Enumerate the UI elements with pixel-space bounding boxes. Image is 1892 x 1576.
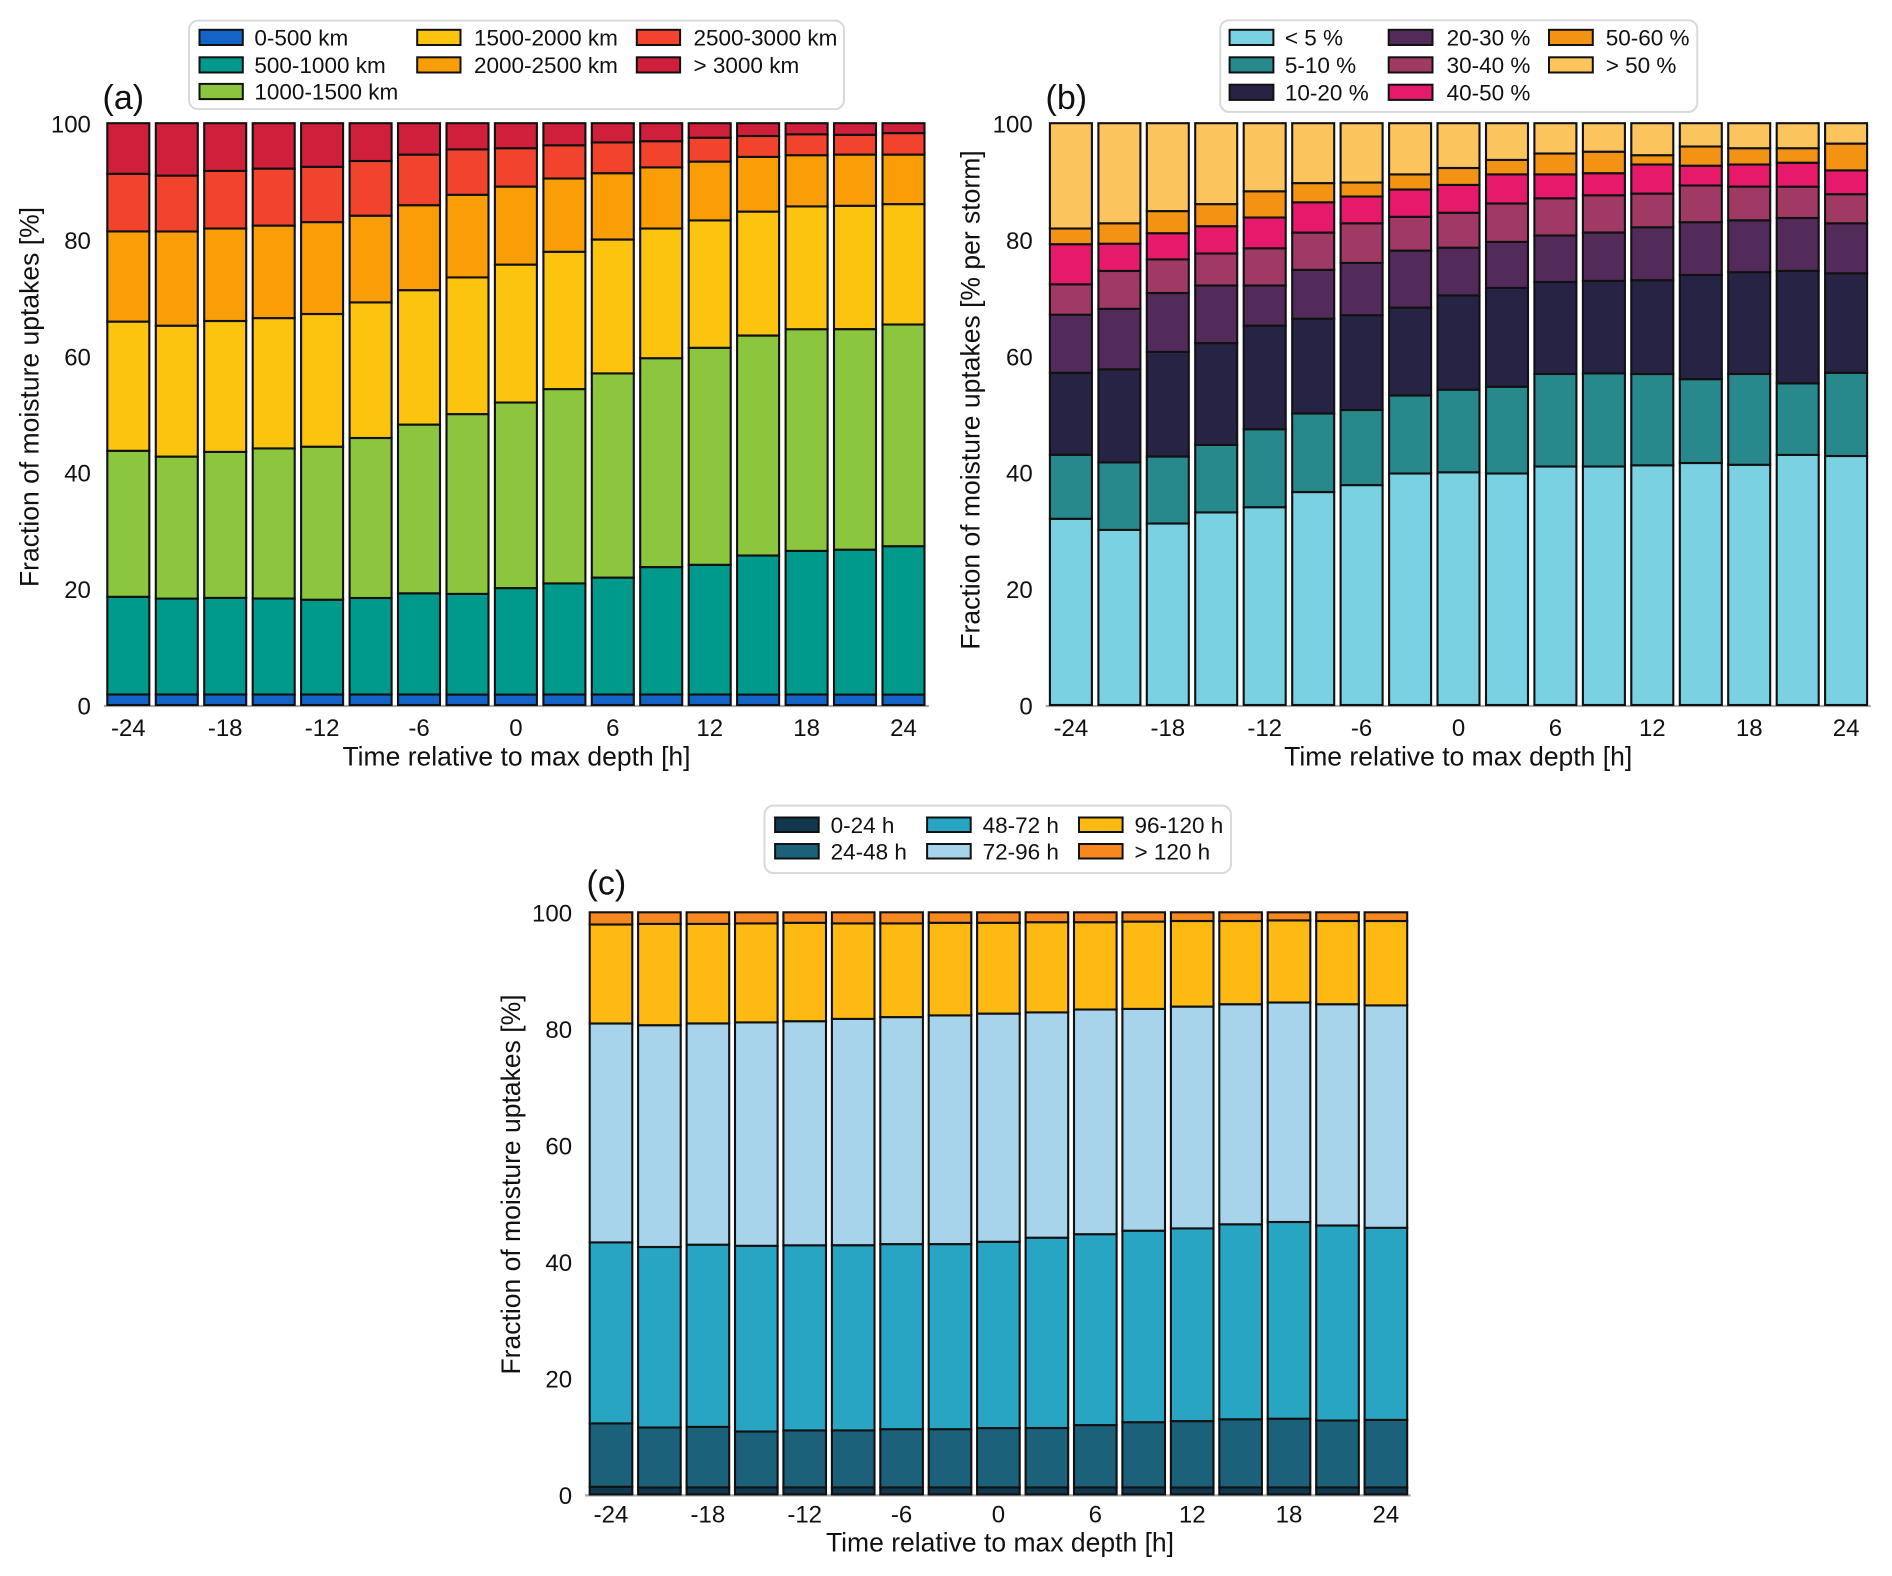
svg-text:Time relative to max depth [h]: Time relative to max depth [h] [826,1528,1174,1558]
svg-text:50-60 %: 50-60 % [1606,26,1690,51]
svg-text:0: 0 [1019,693,1032,720]
svg-text:Fraction of moisture uptakes [: Fraction of moisture uptakes [%] [15,207,45,587]
svg-text:10-20 %: 10-20 % [1285,81,1369,106]
svg-text:12: 12 [696,715,723,742]
svg-text:100: 100 [51,112,91,139]
svg-text:30-40 %: 30-40 % [1447,53,1531,78]
svg-text:-6: -6 [1351,715,1372,742]
svg-text:24: 24 [890,715,917,742]
svg-text:> 50 %: > 50 % [1606,53,1677,78]
svg-text:(c): (c) [587,865,627,903]
svg-text:18: 18 [1736,715,1763,742]
svg-text:1500-2000 km: 1500-2000 km [474,26,618,51]
svg-text:0-500 km: 0-500 km [254,26,348,51]
svg-text:-18: -18 [691,1502,726,1529]
svg-text:> 3000 km: > 3000 km [694,53,800,78]
svg-text:Time relative to max depth [h]: Time relative to max depth [h] [1284,742,1632,772]
svg-text:20-30 %: 20-30 % [1447,26,1531,51]
svg-text:6: 6 [1549,715,1562,742]
svg-text:-6: -6 [408,715,429,742]
svg-text:-12: -12 [305,715,340,742]
svg-text:48-72 h: 48-72 h [983,813,1059,838]
svg-text:-12: -12 [1247,715,1282,742]
svg-text:2000-2500 km: 2000-2500 km [474,53,618,78]
svg-text:24-48 h: 24-48 h [831,839,907,864]
svg-text:(b): (b) [1046,79,1088,117]
svg-text:80: 80 [64,228,91,255]
svg-text:18: 18 [793,715,820,742]
svg-text:(a): (a) [103,79,145,117]
svg-text:-24: -24 [594,1502,629,1529]
svg-text:40: 40 [64,461,91,488]
svg-text:-24: -24 [1054,715,1089,742]
svg-text:6: 6 [1089,1502,1102,1529]
svg-text:-6: -6 [891,1502,912,1529]
svg-text:0: 0 [559,1483,572,1510]
svg-text:12: 12 [1179,1502,1206,1529]
svg-text:Fraction of moisture uptakes [: Fraction of moisture uptakes [%] [496,995,526,1375]
svg-text:100: 100 [532,901,572,928]
svg-text:60: 60 [1006,344,1033,371]
svg-text:-18: -18 [1150,715,1185,742]
svg-text:500-1000 km: 500-1000 km [254,53,385,78]
svg-text:12: 12 [1639,715,1666,742]
svg-text:20: 20 [1006,577,1033,604]
svg-text:-12: -12 [787,1502,822,1529]
svg-text:0: 0 [509,715,522,742]
svg-text:72-96 h: 72-96 h [983,839,1059,864]
svg-text:-24: -24 [111,715,146,742]
svg-text:20: 20 [64,577,91,604]
svg-text:0: 0 [1452,715,1465,742]
svg-text:18: 18 [1276,1502,1303,1529]
svg-text:Time relative to max depth [h]: Time relative to max depth [h] [342,742,690,772]
svg-text:80: 80 [1006,228,1033,255]
svg-text:100: 100 [993,112,1033,139]
svg-text:< 5 %: < 5 % [1285,26,1343,51]
svg-text:40: 40 [1006,461,1033,488]
svg-text:1000-1500 km: 1000-1500 km [254,80,398,105]
svg-text:24: 24 [1833,715,1860,742]
svg-text:0: 0 [78,693,91,720]
svg-text:0: 0 [992,1502,1005,1529]
svg-text:> 120 h: > 120 h [1135,839,1211,864]
svg-text:5-10 %: 5-10 % [1285,53,1356,78]
svg-text:2500-3000 km: 2500-3000 km [694,26,838,51]
svg-text:60: 60 [545,1134,572,1161]
svg-text:40-50 %: 40-50 % [1447,81,1531,106]
svg-text:6: 6 [606,715,619,742]
svg-text:0-24 h: 0-24 h [831,813,895,838]
svg-text:40: 40 [545,1250,572,1277]
svg-text:96-120 h: 96-120 h [1135,813,1224,838]
svg-text:60: 60 [64,344,91,371]
svg-text:-18: -18 [208,715,243,742]
svg-text:20: 20 [545,1366,572,1393]
svg-text:Fraction of moisture uptakes [: Fraction of moisture uptakes [% per stor… [956,150,986,649]
svg-text:80: 80 [545,1017,572,1044]
svg-text:24: 24 [1373,1502,1400,1529]
